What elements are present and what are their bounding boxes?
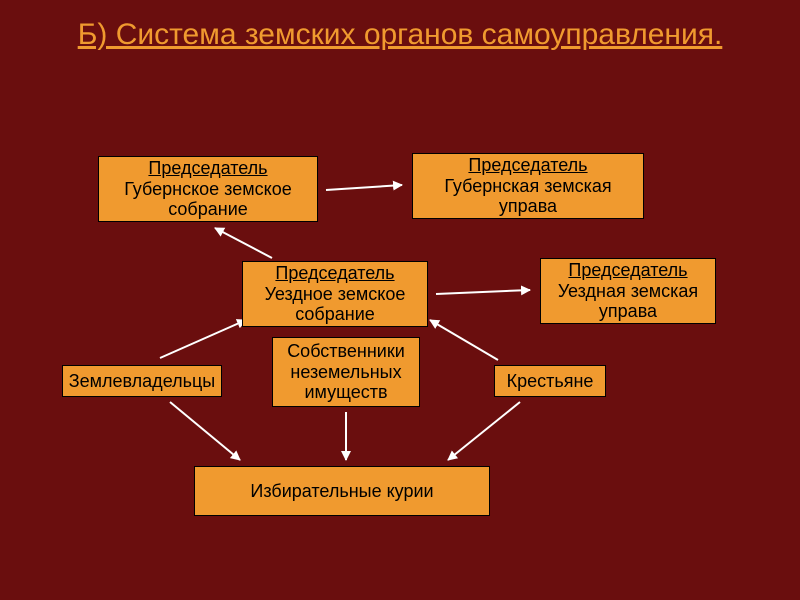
node-curiae: Избирательные курии bbox=[194, 466, 490, 516]
edge-peasants-uezd_sobr bbox=[430, 320, 498, 360]
node-uezd_sobr-label: Уездное земское собрание bbox=[243, 284, 427, 325]
edge-land-curiae bbox=[170, 402, 240, 460]
node-gub_sobr-chair: Председатель bbox=[148, 158, 267, 179]
node-uezd_uprava-chair: Председатель bbox=[568, 260, 687, 281]
edge-uezd_sobr-uezd_uprava bbox=[436, 290, 530, 294]
node-peasants: Крестьяне bbox=[494, 365, 606, 397]
node-gub_sobr-label: Губернское земское собрание bbox=[99, 179, 317, 220]
node-land-label: Землевладельцы bbox=[69, 371, 215, 392]
node-peasants-label: Крестьяне bbox=[507, 371, 594, 392]
node-uezd_sobr: Председатель Уездное земское собрание bbox=[242, 261, 428, 327]
node-uezd_uprava: ПредседательУездная земская управа bbox=[540, 258, 716, 324]
edge-uezd_sobr-gub_sobr bbox=[215, 228, 272, 258]
node-uezd_uprava-label: Уездная земская управа bbox=[541, 281, 715, 322]
edge-land-uezd_sobr bbox=[160, 320, 246, 358]
node-owners-label: Собственники неземельных имуществ bbox=[273, 341, 419, 403]
node-gub_uprava-chair: Председатель bbox=[468, 155, 587, 176]
edge-peasants-curiae bbox=[448, 402, 520, 460]
node-gub_uprava-label: Губернская земская управа bbox=[413, 176, 643, 217]
slide-title: Б) Система земских органов самоуправлени… bbox=[0, 0, 800, 53]
node-gub_uprava: ПредседательГубернская земская управа bbox=[412, 153, 644, 219]
node-uezd_sobr-chair: Председатель bbox=[275, 263, 394, 284]
node-gub_sobr: ПредседательГубернское земское собрание bbox=[98, 156, 318, 222]
node-land: Землевладельцы bbox=[62, 365, 222, 397]
slide: Б) Система земских органов самоуправлени… bbox=[0, 0, 800, 600]
node-owners: Собственники неземельных имуществ bbox=[272, 337, 420, 407]
edge-gub_sobr-gub_uprava bbox=[326, 185, 402, 190]
node-curiae-label: Избирательные курии bbox=[250, 481, 433, 502]
